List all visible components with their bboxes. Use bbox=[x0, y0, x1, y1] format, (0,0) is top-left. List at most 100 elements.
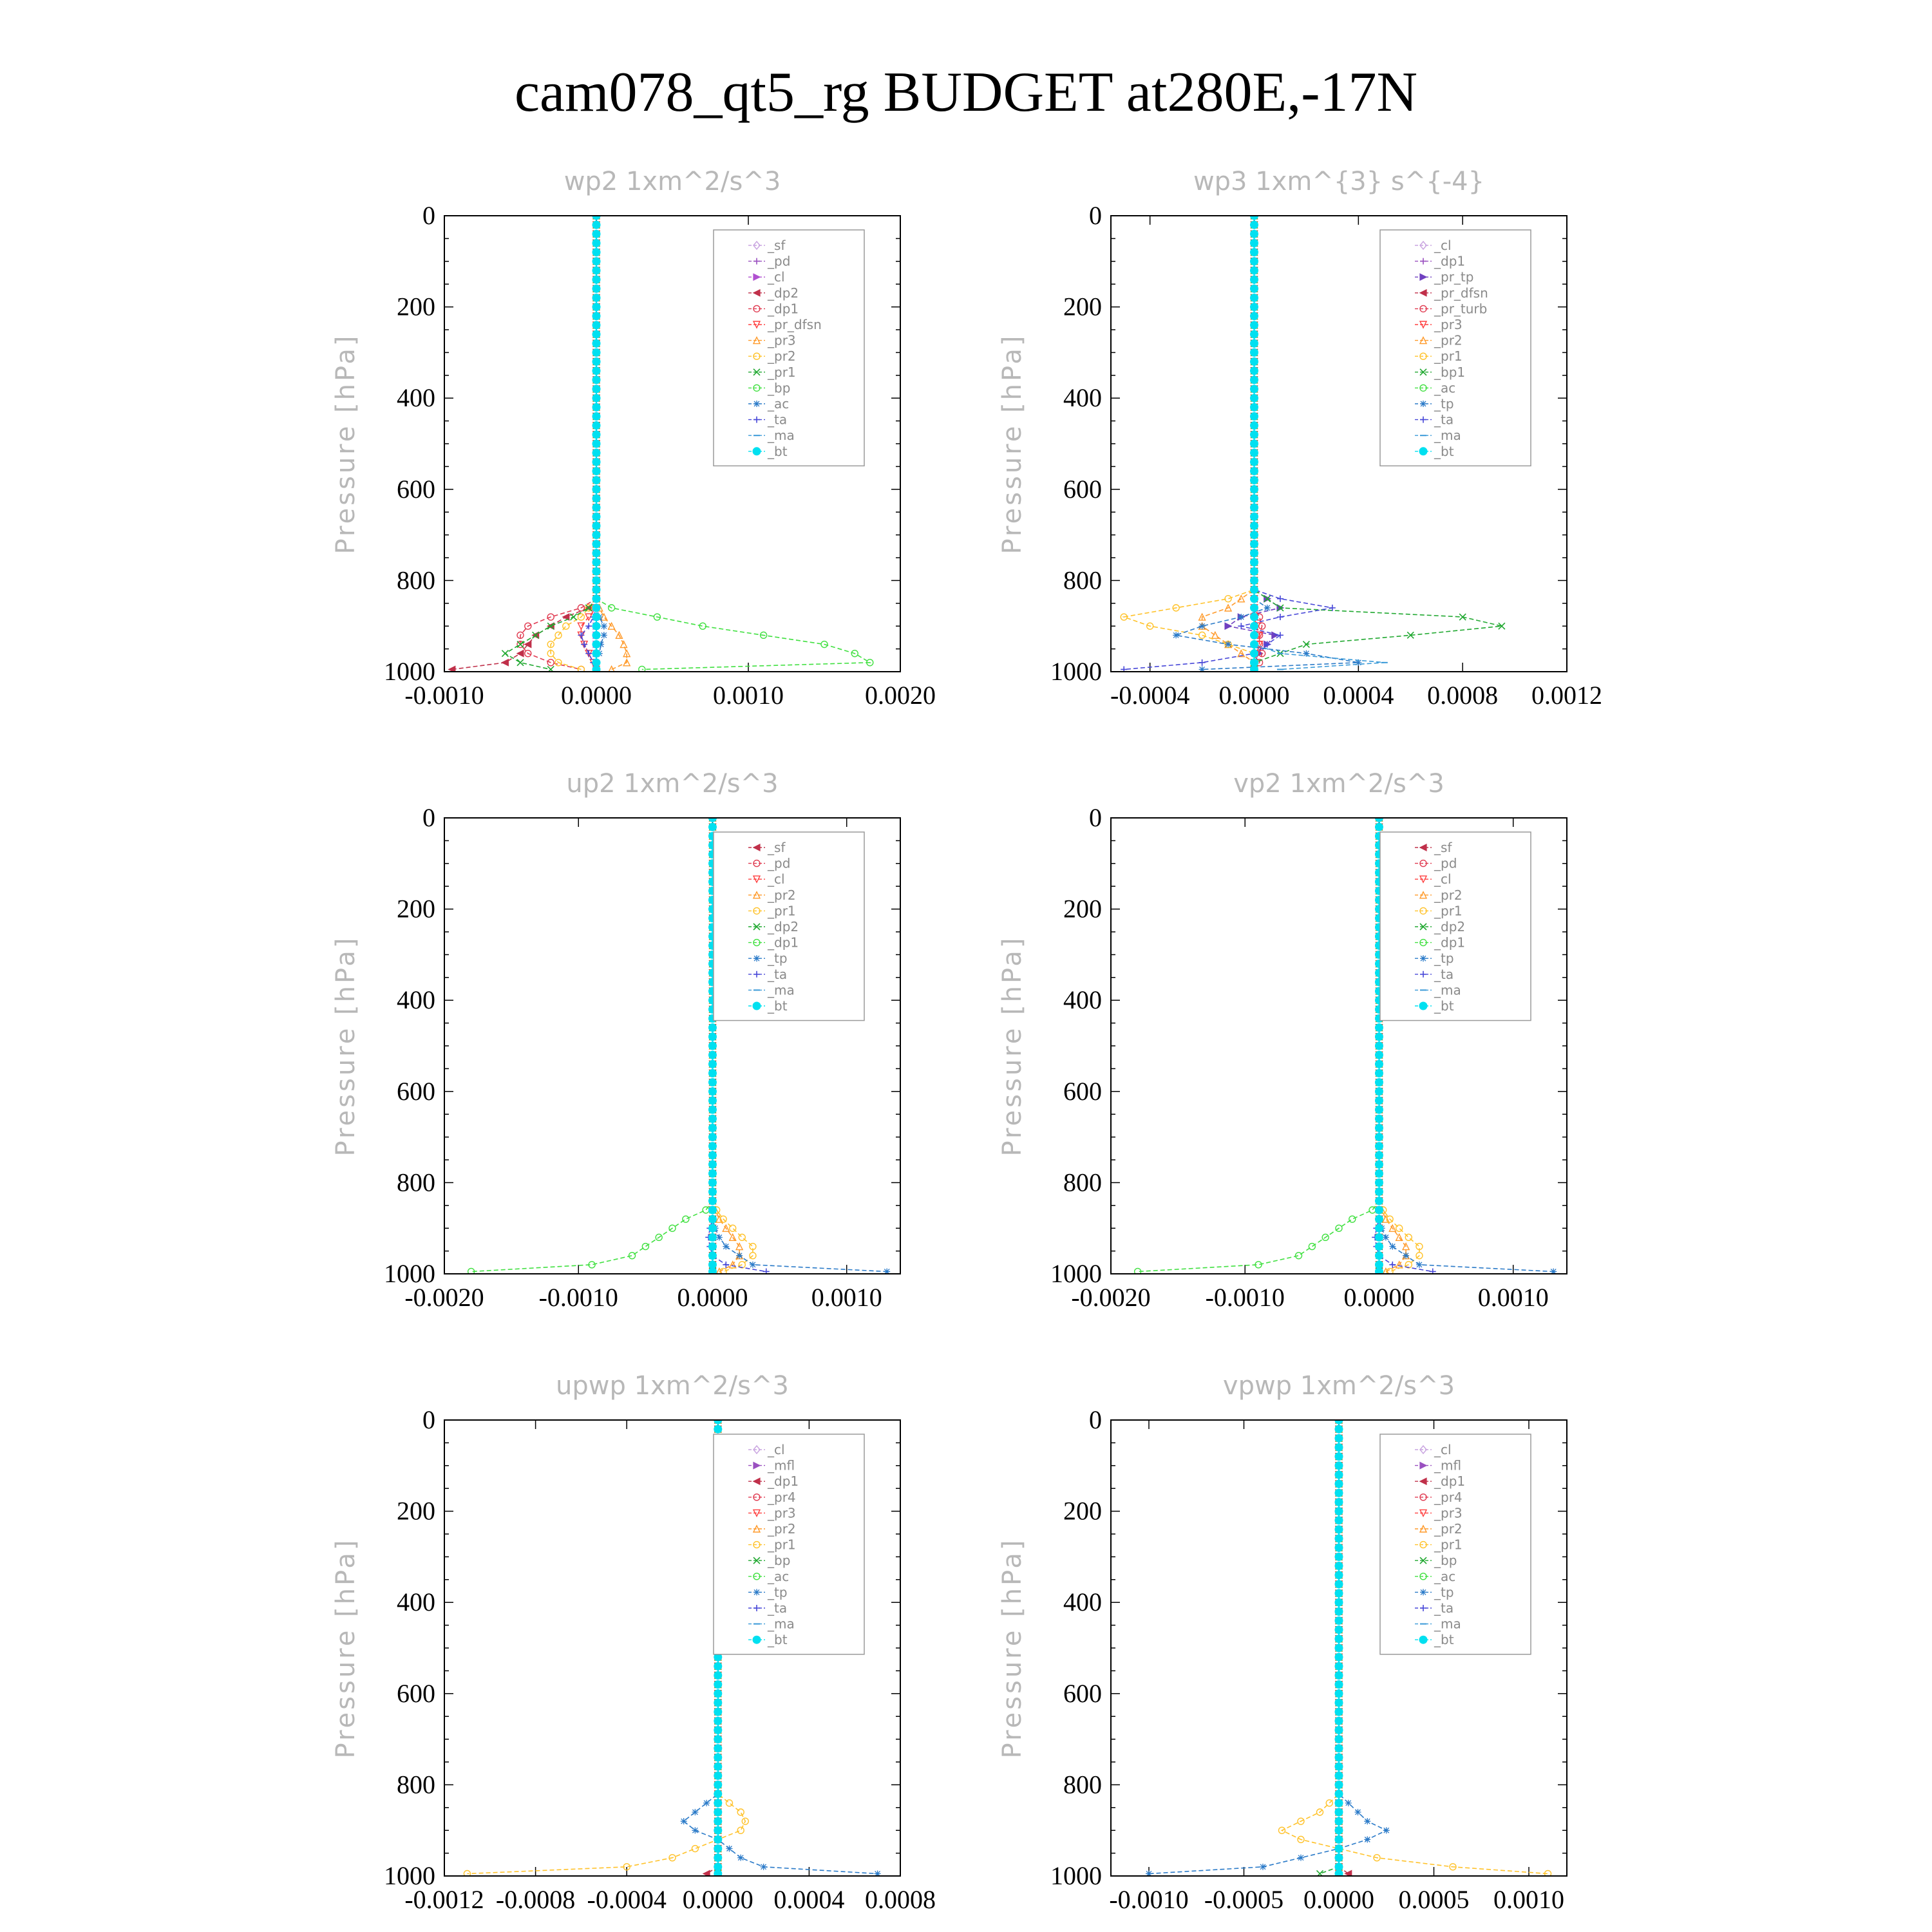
data-point bbox=[737, 1826, 744, 1834]
plot-area bbox=[1120, 216, 1506, 672]
legend-marker bbox=[753, 923, 761, 931]
x-tick-label: -0.0010 bbox=[539, 1283, 618, 1312]
data-point bbox=[699, 622, 706, 630]
data-point bbox=[592, 649, 601, 658]
data-point bbox=[1544, 1870, 1552, 1876]
legend-marker bbox=[1420, 955, 1426, 962]
legend-marker bbox=[753, 258, 760, 265]
data-point bbox=[1250, 603, 1259, 612]
legend: _cl_dp1_pr_tp_pr_dfsn_pr_turb_pr3_pr2_pr… bbox=[1379, 229, 1531, 467]
x-tick-label: -0.0004 bbox=[587, 1885, 667, 1914]
legend-label: _pr2 bbox=[1434, 333, 1463, 348]
x-tick-label: -0.0012 bbox=[404, 1885, 484, 1914]
legend-label: _bp bbox=[767, 380, 790, 395]
legend-marker bbox=[1419, 1001, 1428, 1010]
legend: _sf_pd_cl_dp2_dp1_pr_dfsn_pr3_pr2_pr1_bp… bbox=[713, 229, 865, 467]
legend-marker bbox=[752, 336, 761, 345]
data-point bbox=[1238, 614, 1245, 621]
data-point bbox=[1250, 612, 1259, 621]
data-point bbox=[1250, 375, 1259, 384]
data-point bbox=[623, 658, 631, 667]
data-point bbox=[588, 1261, 596, 1269]
legend-item: _ta bbox=[1415, 412, 1454, 428]
chart-panel-1: wp3 1xm^{3} s^{-4} Pressure [hPa] 0 200 400 6… bbox=[998, 167, 1602, 710]
legend-item: _bp bbox=[748, 1553, 790, 1568]
y-tick-label: 0 bbox=[422, 1405, 435, 1434]
legend-item: _ac bbox=[748, 1569, 789, 1584]
legend-marker bbox=[1419, 1524, 1428, 1533]
legend-item: _ta bbox=[1415, 1600, 1454, 1616]
data-point bbox=[1250, 503, 1259, 512]
legend-label: _ma bbox=[1434, 982, 1461, 998]
series-line bbox=[596, 216, 627, 670]
y-tick-label: 600 bbox=[397, 1077, 435, 1106]
data-point bbox=[1334, 1735, 1343, 1744]
data-point bbox=[1250, 585, 1259, 594]
data-point bbox=[728, 1233, 737, 1242]
data-point bbox=[737, 1854, 744, 1861]
data-point bbox=[708, 1267, 717, 1274]
legend-label: _dp2 bbox=[767, 919, 799, 934]
data-point bbox=[715, 1215, 724, 1223]
legend-item: _pr1 bbox=[1415, 348, 1463, 364]
data-point bbox=[1250, 348, 1259, 357]
data-point bbox=[708, 1096, 717, 1105]
data-point bbox=[1374, 1133, 1383, 1142]
data-point bbox=[600, 623, 607, 630]
legend-label: _ta bbox=[1434, 412, 1454, 428]
data-point bbox=[714, 1725, 723, 1734]
legend-label: _dp1 bbox=[767, 301, 799, 316]
data-point bbox=[714, 1425, 723, 1434]
data-point bbox=[708, 822, 717, 831]
data-point bbox=[1250, 220, 1259, 229]
data-point bbox=[1250, 665, 1259, 672]
legend-label: _pr1 bbox=[767, 1537, 796, 1553]
legend-label: _cl bbox=[767, 269, 785, 285]
data-point bbox=[592, 621, 601, 630]
x-tick-label: 0.0010 bbox=[811, 1283, 882, 1312]
data-point bbox=[1250, 439, 1259, 448]
data-point bbox=[1416, 1251, 1423, 1260]
legend-label: _cl bbox=[767, 871, 785, 887]
data-point bbox=[1334, 1634, 1343, 1643]
legend-marker bbox=[753, 1461, 761, 1470]
legend-item: _cl bbox=[1415, 871, 1452, 887]
legend-item: _dp2 bbox=[748, 285, 799, 301]
data-point bbox=[592, 558, 601, 567]
data-point bbox=[1250, 649, 1259, 658]
y-tick-label: 0 bbox=[1089, 803, 1102, 832]
legend-marker bbox=[753, 1605, 760, 1611]
legend-label: _bt bbox=[767, 1632, 788, 1647]
data-point bbox=[1386, 1267, 1394, 1274]
data-point bbox=[592, 216, 601, 220]
data-point bbox=[884, 1268, 891, 1274]
data-point bbox=[714, 1780, 723, 1789]
data-point bbox=[592, 375, 601, 384]
data-point bbox=[680, 1818, 687, 1825]
data-point bbox=[592, 339, 601, 348]
data-point bbox=[1250, 430, 1259, 439]
data-point bbox=[1374, 1151, 1383, 1160]
data-point bbox=[592, 531, 601, 540]
legend-item: _dp1 bbox=[1415, 1473, 1465, 1489]
series-dp2 bbox=[448, 216, 600, 672]
data-point bbox=[592, 521, 601, 530]
legend-marker bbox=[752, 1635, 761, 1644]
x-tick-label: 0.0008 bbox=[1427, 681, 1498, 710]
data-point bbox=[592, 284, 601, 293]
data-point bbox=[1250, 266, 1259, 275]
legend-marker bbox=[1419, 1461, 1428, 1470]
plot-area bbox=[1146, 1420, 1552, 1876]
y-tick-label: 800 bbox=[1063, 1770, 1102, 1799]
y-tick-label: 200 bbox=[397, 292, 435, 321]
series-line bbox=[550, 216, 597, 670]
legend-item: _pr_turb bbox=[1415, 301, 1487, 316]
data-point bbox=[1374, 818, 1383, 822]
legend-label: _tp bbox=[767, 1584, 788, 1600]
data-point bbox=[1334, 1616, 1343, 1625]
data-point bbox=[592, 576, 601, 585]
data-point bbox=[1334, 1653, 1343, 1662]
data-point bbox=[463, 1870, 471, 1876]
legend-marker bbox=[1419, 368, 1427, 376]
figure-title: cam078_qt5_rg BUDGET at280E,-17N bbox=[515, 61, 1417, 124]
